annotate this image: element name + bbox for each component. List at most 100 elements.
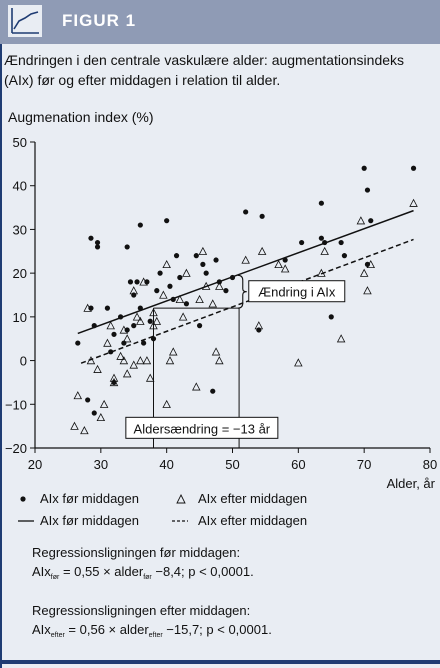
data-point-after: [241, 255, 250, 264]
data-point-before: [229, 274, 236, 281]
data-point-after: [109, 377, 119, 387]
data-point-after: [99, 399, 109, 408]
equation-rhs: −15,7; p < 0,0001.: [162, 622, 272, 637]
data-point-before: [299, 239, 305, 246]
line-chart-icon: [8, 5, 42, 37]
equation-subscript: før: [50, 574, 60, 581]
data-point-after: [119, 325, 129, 334]
data-point-after: [162, 399, 171, 408]
regression-before-equation: AIxfør = 0,55 × alderfør −8,4; p < 0,000…: [32, 563, 254, 584]
data-point-after: [106, 321, 115, 330]
change-in-aix-label-box: [248, 280, 346, 303]
data-point-after: [366, 259, 376, 269]
data-point-before: [91, 410, 97, 416]
data-point-after: [129, 286, 139, 295]
x-tick-label: 20: [28, 457, 42, 472]
data-point-after: [317, 268, 326, 277]
equation-lhs: AIx: [32, 564, 51, 579]
data-point-after: [165, 356, 175, 365]
x-tick-label: 40: [159, 457, 173, 472]
x-tick-label: 60: [291, 457, 305, 472]
data-point-after: [70, 421, 79, 430]
data-point-before: [164, 218, 170, 224]
x-tick-label: 30: [94, 457, 108, 472]
data-point-after: [175, 294, 185, 304]
data-point-before: [210, 388, 216, 394]
regression-after-title: Regressionsligningen efter middagen:: [32, 603, 251, 618]
data-point-before: [108, 349, 114, 355]
data-point-after: [116, 351, 125, 360]
data-point-before: [124, 244, 130, 250]
data-point-before: [94, 244, 101, 250]
age-change-label: Aldersændring = −13 år: [134, 421, 271, 436]
data-point-after: [129, 360, 139, 369]
figure-caption: Ændringen i den centrale vaskulære alder…: [4, 52, 405, 88]
data-point-before: [131, 292, 137, 298]
y-tick-label: 50: [13, 135, 27, 150]
equation-mid: = 0,55 × alder: [59, 564, 144, 579]
figure-header: FIGUR 1: [0, 0, 440, 44]
data-point-after: [254, 321, 264, 330]
data-point-before: [282, 257, 288, 263]
data-point-after: [93, 364, 102, 373]
data-point-after: [80, 426, 89, 435]
data-point-before: [322, 239, 328, 246]
y-tick-label: 30: [13, 222, 27, 237]
equation-mid: = 0,56 × alder: [64, 622, 149, 637]
data-point-before: [170, 296, 176, 302]
data-point-before: [243, 209, 249, 215]
data-point-before: [124, 327, 130, 333]
data-point-after: [356, 216, 366, 225]
x-tick-label: 70: [357, 457, 371, 472]
x-tick-label: 50: [225, 457, 239, 472]
data-point-before: [88, 235, 94, 241]
data-point-after: [159, 290, 168, 299]
data-point-after: [136, 356, 145, 365]
data-point-before: [157, 270, 163, 276]
age-change-label-box: [125, 416, 279, 439]
data-point-after: [409, 198, 418, 207]
data-point-before: [318, 200, 324, 206]
data-point-after: [86, 356, 96, 365]
equation-subscript: efter: [148, 632, 163, 639]
data-point-after: [280, 264, 290, 273]
legend-label: AIx efter middagen: [198, 491, 308, 506]
data-point-before: [338, 239, 344, 246]
triangle-marker-icon: [176, 493, 186, 504]
data-point-before: [150, 336, 157, 342]
data-point-before: [154, 288, 160, 294]
change-in-aix-label: Ændring i AIx: [258, 285, 336, 300]
data-point-before: [328, 314, 334, 320]
data-point-before: [200, 261, 206, 267]
data-point-after: [192, 382, 201, 391]
data-point-before: [134, 279, 140, 285]
data-point-before: [361, 165, 367, 171]
data-point-before: [144, 279, 150, 285]
data-point-before: [75, 340, 81, 346]
data-point-after: [109, 373, 119, 382]
data-point-before: [410, 165, 417, 171]
data-point-after: [96, 412, 106, 422]
y-tick-label: 40: [13, 179, 27, 194]
data-point-before: [364, 187, 371, 193]
data-point-before: [111, 331, 117, 337]
data-point-before: [183, 301, 190, 307]
data-point-after: [122, 369, 132, 378]
y-tick-label: −10: [5, 397, 27, 412]
change-brace: [237, 274, 247, 309]
data-point-before: [141, 340, 147, 346]
data-point-after: [211, 347, 221, 356]
data-point-before: [117, 314, 124, 320]
data-point-before: [104, 305, 111, 311]
data-point-before: [91, 323, 97, 329]
y-tick-label: 20: [13, 266, 27, 281]
data-point-after: [359, 268, 369, 277]
data-point-after: [145, 373, 155, 382]
data-point-before: [167, 283, 173, 289]
data-point-after: [274, 259, 283, 269]
scatter-chart: −20 −10 0 10 20 30 40 50 20 30 40 50 60 70 80 Augmenati…: [5, 109, 437, 490]
data-point-before: [213, 257, 219, 263]
data-point-after: [198, 246, 208, 255]
y-tick-label: −20: [5, 441, 27, 456]
